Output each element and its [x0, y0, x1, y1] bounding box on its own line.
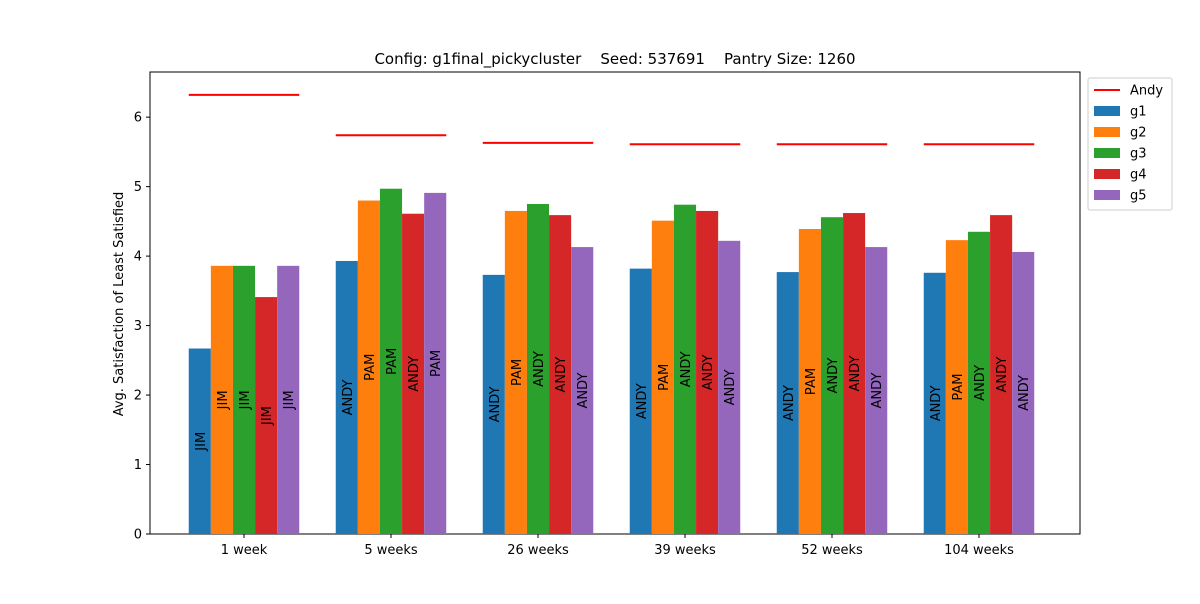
bar-label: JIM — [216, 390, 231, 410]
bar-label: ANDY — [870, 373, 885, 409]
plot-area: 0 1 2 3 4 5 6 1 week JIM JIM JIM JIM JIM 5 weeks ANDY P… — [134, 71, 1081, 558]
legend[interactable]: Andy g1 g2 g3 g4 g5 — [1087, 77, 1173, 211]
bar-g5 — [424, 192, 447, 534]
bar-g4 — [402, 213, 425, 534]
bar-g2 — [210, 265, 233, 534]
bar-label: JIM — [238, 390, 253, 410]
legend-label: g4 — [1130, 168, 1147, 183]
bar-label: ANDY — [782, 385, 797, 421]
x-tick-label: 104 weeks — [944, 543, 1014, 558]
bar-g3 — [379, 188, 403, 534]
y-axis-label: Avg. Satisfaction of Least Satisfied — [112, 192, 127, 417]
y-tick-label: 3 — [134, 319, 142, 334]
bar-label: ANDY — [973, 365, 988, 401]
bar-label: PAM — [510, 359, 525, 386]
bar-label: ANDY — [576, 373, 591, 409]
bar-label: PAM — [429, 350, 444, 377]
bar-g1 — [629, 268, 652, 534]
x-tick-label: 39 weeks — [654, 543, 716, 558]
bar-g2 — [357, 200, 380, 535]
bar-label: ANDY — [1017, 375, 1032, 411]
legend-swatch-g3 — [1094, 148, 1120, 158]
legend-swatch-g2 — [1094, 127, 1120, 137]
bar-g1 — [482, 274, 505, 534]
x-tick-label: 26 weeks — [507, 543, 569, 558]
bar-g3 — [526, 204, 550, 534]
bar-g2 — [651, 220, 674, 534]
bar-label: ANDY — [679, 351, 694, 387]
bar-g5 — [718, 240, 741, 535]
y-tick-label: 6 — [134, 111, 142, 126]
chart-title: Config: g1final_pickycluster Seed: 53769… — [374, 50, 855, 69]
bar-g5 — [865, 247, 888, 535]
bar-g4 — [549, 215, 572, 534]
bar-label: JIM — [260, 406, 275, 426]
legend-label: g3 — [1130, 147, 1147, 162]
bar-label: ANDY — [723, 369, 738, 405]
legend-label: g2 — [1130, 126, 1147, 141]
bar-g2 — [945, 240, 968, 534]
bar-g4 — [843, 213, 866, 534]
bar-label: PAM — [657, 364, 672, 391]
bar-label: ANDY — [701, 354, 716, 390]
y-tick-label: 5 — [134, 180, 142, 195]
bar-g1 — [923, 272, 946, 534]
bar-label: PAM — [951, 374, 966, 401]
bar-label: PAM — [385, 348, 400, 375]
bar-label: ANDY — [488, 386, 503, 422]
bar-g5 — [277, 265, 300, 534]
bar-g1 — [776, 272, 799, 534]
legend-label: Andy — [1130, 84, 1163, 99]
x-tick-label: 1 week — [221, 543, 268, 558]
bar-label: ANDY — [635, 383, 650, 419]
bar-label: ANDY — [532, 351, 547, 387]
y-tick-label: 2 — [134, 389, 142, 404]
bar-g4 — [696, 210, 719, 534]
bar-label: JIM — [282, 390, 297, 410]
bar-g1 — [335, 260, 358, 534]
bar-g5 — [571, 247, 594, 535]
x-tick-label: 52 weeks — [801, 543, 863, 558]
bar-label: PAM — [804, 368, 819, 395]
plot-frame — [149, 71, 1081, 535]
bar-g4 — [255, 297, 278, 534]
bar-label: ANDY — [848, 356, 863, 392]
legend-swatch-g4 — [1094, 169, 1120, 179]
legend-swatch-g5 — [1094, 190, 1120, 200]
bar-label: PAM — [363, 354, 378, 381]
bar-g2 — [504, 210, 527, 534]
bar-g4 — [990, 215, 1013, 534]
bar-g3 — [967, 231, 991, 534]
y-tick-label: 0 — [134, 528, 142, 543]
bar-g1 — [188, 348, 211, 534]
bar-g3 — [232, 265, 256, 534]
y-tick-label: 1 — [134, 458, 142, 473]
legend-label: g1 — [1130, 105, 1147, 120]
bar-g2 — [798, 229, 821, 534]
bar-label: ANDY — [554, 357, 569, 393]
bar-g3 — [820, 217, 844, 534]
bar-g3 — [673, 204, 697, 534]
legend-label: g5 — [1130, 189, 1147, 204]
bar-label: ANDY — [995, 357, 1010, 393]
bar-label: ANDY — [826, 358, 841, 394]
y-tick-label: 4 — [134, 250, 142, 265]
bar-g5 — [1012, 251, 1035, 535]
bar-label: ANDY — [341, 379, 356, 415]
legend-swatch-g1 — [1094, 106, 1120, 116]
bar-label: JIM — [194, 432, 209, 452]
x-tick-label: 5 weeks — [364, 543, 418, 558]
bar-label: ANDY — [929, 385, 944, 421]
bar-label: ANDY — [407, 356, 422, 392]
